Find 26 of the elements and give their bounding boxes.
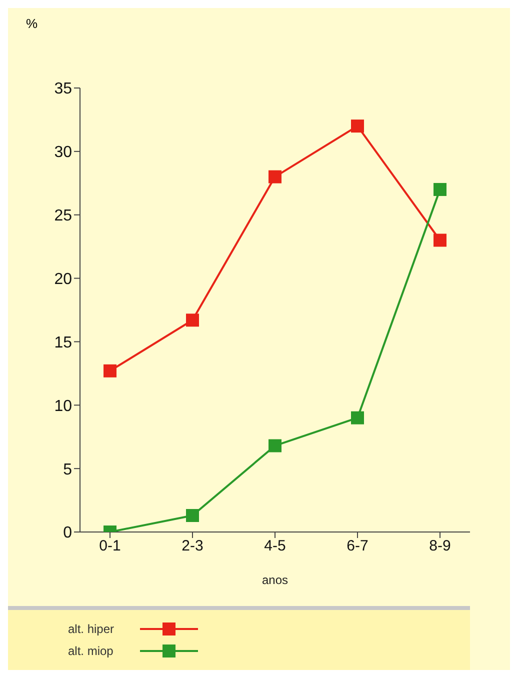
x-axis-title: anos [262,573,288,587]
point [268,439,282,452]
legend-label: alt. hiper [68,622,116,636]
y-tick-label: 20 [54,270,72,288]
y-tick-label: 10 [54,398,72,415]
y-tick-label: 30 [54,144,72,162]
point [434,182,446,196]
y-tick-label: 35 [54,80,72,98]
x-tick-label: 2-3 [182,538,204,555]
point [434,234,446,247]
point [268,170,282,184]
point [351,411,364,424]
y-tick-label: 25 [54,208,72,225]
y-axis-title: % [26,16,38,31]
x-tick-label: 8-9 [429,538,451,555]
point [186,509,199,522]
x-tick-label: 4-5 [264,538,286,555]
point [186,314,199,327]
x-tick-label: 0-1 [99,538,121,555]
legend-label: alt. miop [68,644,114,658]
point [351,120,364,133]
point [104,364,116,378]
y-tick-label: 15 [54,334,72,352]
y-tick-label: 0 [63,524,72,542]
x-tick-label: 6-7 [346,538,368,555]
y-tick-label: 5 [63,461,72,478]
